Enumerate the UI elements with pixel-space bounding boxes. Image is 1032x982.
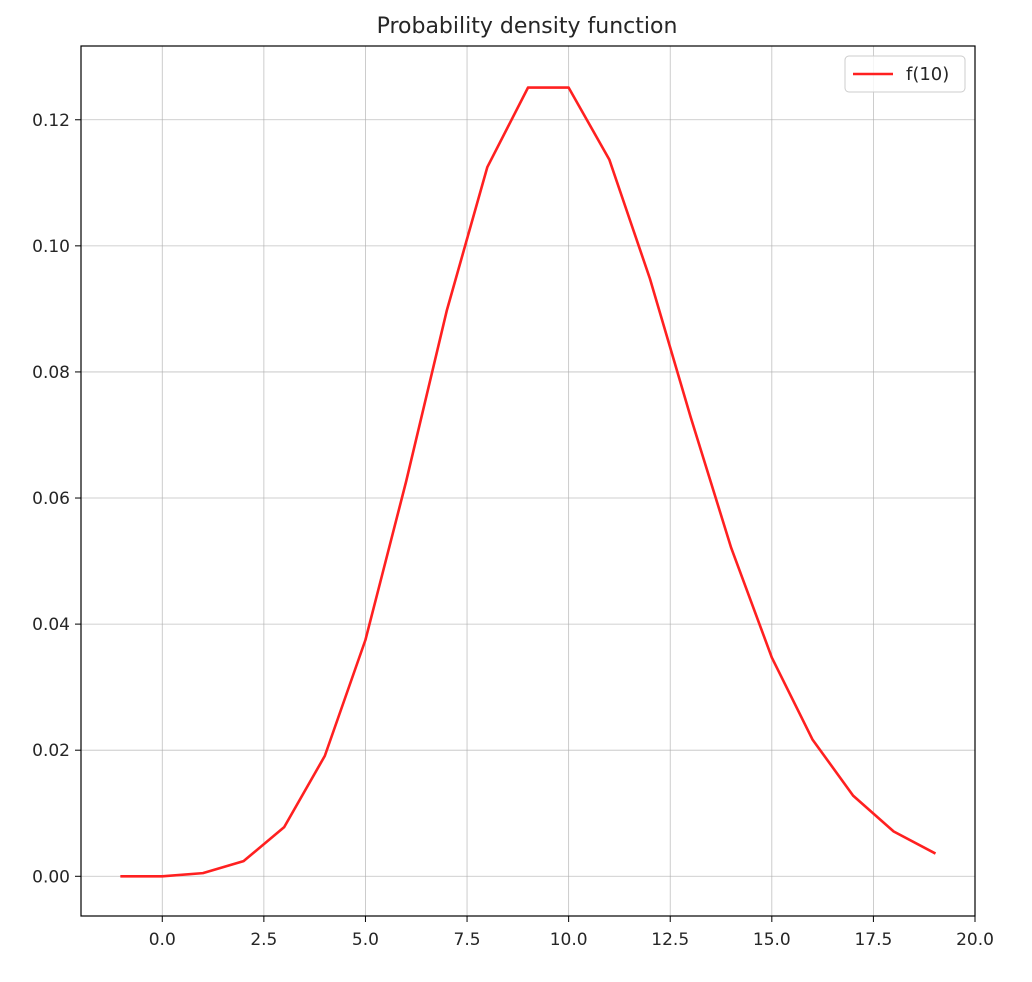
grid-layer bbox=[81, 46, 976, 916]
series-line bbox=[120, 86, 937, 878]
y-tick-label: 0.00 bbox=[32, 867, 70, 887]
chart-title: Probability density function bbox=[377, 14, 678, 39]
x-tick-label: 2.5 bbox=[250, 930, 277, 950]
x-tick-label: 15.0 bbox=[753, 930, 791, 950]
x-tick-label: 12.5 bbox=[651, 930, 689, 950]
x-tick-label: 0.0 bbox=[149, 930, 176, 950]
plot-area-frame bbox=[80, 45, 976, 917]
legend: f(10) bbox=[844, 55, 966, 93]
legend-label: f(10) bbox=[906, 64, 949, 85]
y-tick-label: 0.10 bbox=[32, 237, 70, 257]
series-layer bbox=[120, 86, 937, 878]
y-tick-label: 0.04 bbox=[32, 615, 70, 635]
x-tick-label: 7.5 bbox=[454, 930, 481, 950]
y-tick-label: 0.02 bbox=[32, 741, 70, 761]
y-tick-label: 0.08 bbox=[32, 363, 70, 383]
x-tick-label: 10.0 bbox=[550, 930, 588, 950]
y-tick-label: 0.06 bbox=[32, 489, 70, 509]
tick-layer: 0.0 2.5 5.0 7.5 10.0 12.5 15.0 17.5 20.0 0.00 0.02… bbox=[32, 111, 994, 950]
x-tick-label: 17.5 bbox=[854, 930, 892, 950]
x-tick-label: 5.0 bbox=[352, 930, 379, 950]
legend-box bbox=[844, 55, 966, 93]
x-tick-label: 20.0 bbox=[956, 930, 994, 950]
y-tick-label: 0.12 bbox=[32, 111, 70, 131]
